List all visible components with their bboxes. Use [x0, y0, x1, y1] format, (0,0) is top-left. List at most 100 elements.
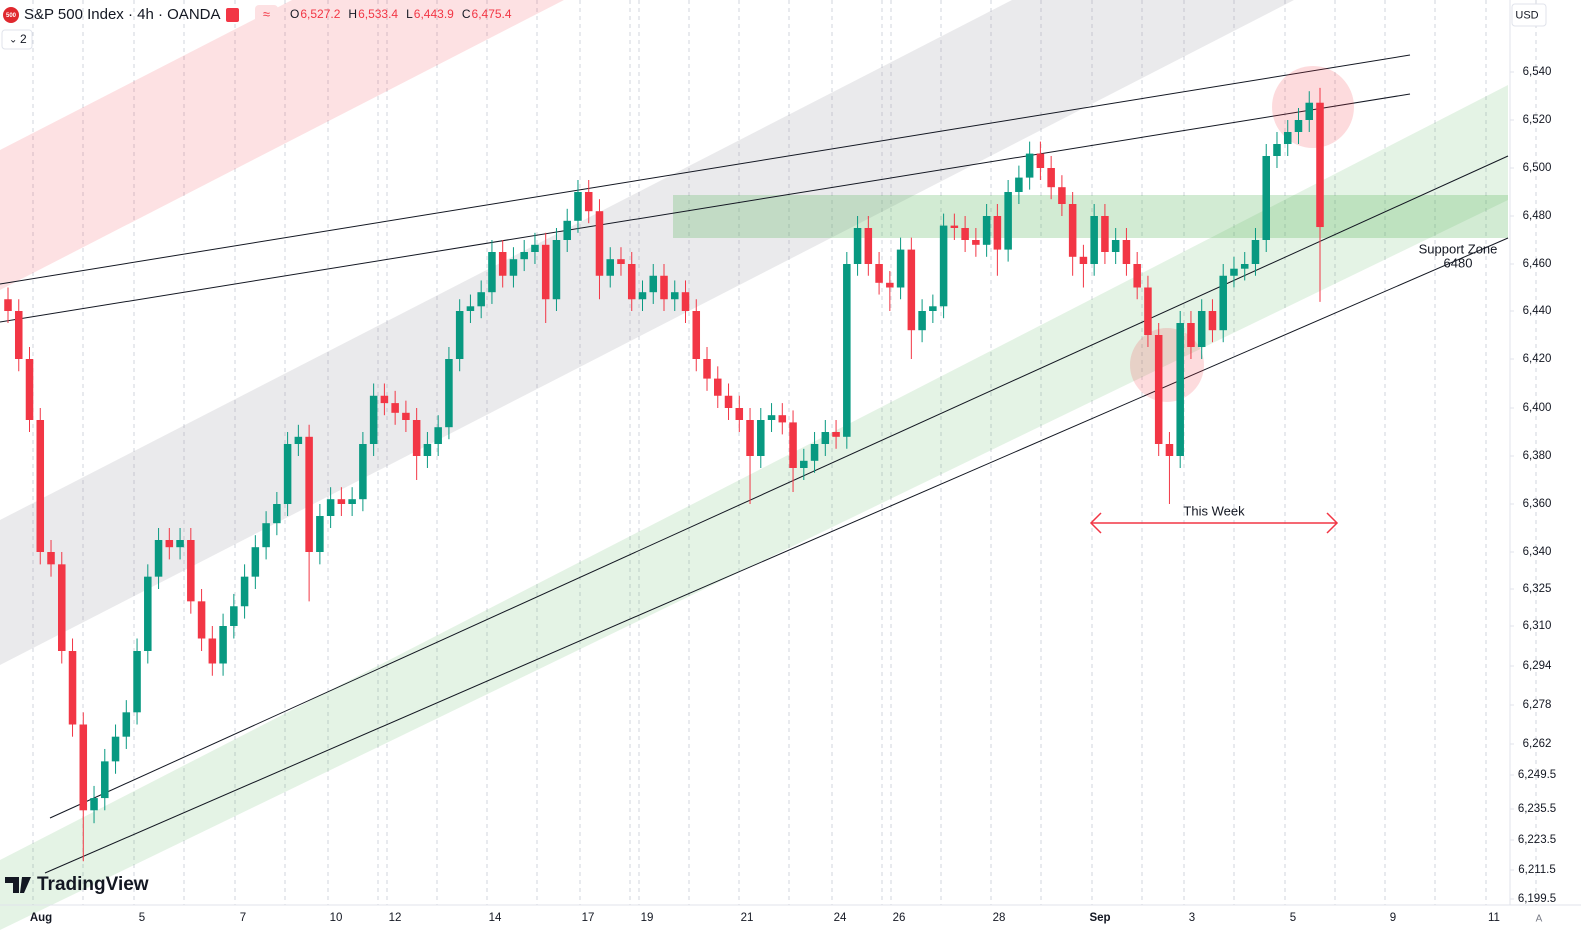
trend-line	[0, 93, 1411, 323]
y-tick-label: 6,199.5	[1518, 893, 1556, 905]
y-tick-label: 6,340	[1523, 546, 1552, 558]
x-tick-label: 10	[330, 912, 343, 924]
flag-icon[interactable]	[226, 8, 239, 22]
candle-body	[477, 292, 485, 307]
candle-body	[165, 540, 174, 548]
candle-body	[563, 220, 571, 240]
candle-body	[1025, 153, 1034, 178]
candle-body	[1079, 256, 1088, 264]
candle-body	[670, 292, 679, 300]
arrow-head	[1326, 512, 1339, 534]
candle-body	[982, 216, 991, 245]
candle-body	[144, 576, 152, 651]
candle-body	[423, 444, 432, 456]
y-tick-label: 6,294	[1523, 660, 1552, 672]
ohlc-value: 6,533.4	[358, 7, 398, 21]
candle-body	[90, 798, 98, 811]
candle-body	[541, 244, 550, 300]
candle-body	[412, 420, 421, 456]
candle-body	[1197, 311, 1206, 347]
y-tick-label: 6,540	[1523, 66, 1552, 78]
candle-body	[1111, 240, 1120, 252]
candle-body	[1101, 216, 1109, 252]
candle-body	[1187, 323, 1195, 347]
y-tick-label: 6,262	[1523, 738, 1552, 750]
x-tick-label: 11	[1488, 912, 1500, 924]
candle-body	[660, 275, 668, 300]
candle-body	[853, 228, 862, 264]
x-tick-label: 14	[489, 912, 502, 924]
candle-body	[939, 225, 948, 307]
candle-body	[649, 275, 658, 293]
logo: TradingView	[5, 874, 149, 895]
candle-body	[402, 412, 410, 420]
candle-body	[767, 415, 776, 420]
candle-body	[875, 264, 883, 283]
candle-body	[810, 444, 819, 461]
candle-body	[1305, 102, 1314, 120]
candle-body	[47, 552, 55, 565]
y-tick-label: 6,235.5	[1518, 803, 1556, 815]
x-tick-label: Aug	[30, 912, 52, 924]
ohlc-key: L	[406, 7, 413, 21]
range-arrow	[1089, 512, 1339, 534]
y-tick-label: 6,211.5	[1518, 864, 1556, 876]
candle-body	[1122, 240, 1131, 264]
candle-body	[1004, 192, 1012, 250]
auto-scale-button[interactable]: A	[1536, 914, 1543, 925]
candle-body	[219, 626, 227, 664]
candle-body	[746, 420, 754, 456]
candle-body	[1251, 240, 1260, 264]
symbol-badge[interactable]	[3, 7, 19, 23]
candle-body	[1294, 120, 1303, 132]
zone-level: 6480	[1444, 255, 1473, 270]
candle-body	[627, 264, 636, 300]
trend-line	[0, 54, 1411, 285]
candle-body	[25, 359, 34, 420]
candle-body	[326, 499, 335, 516]
candle-body	[305, 436, 313, 552]
candle-body	[1133, 264, 1141, 288]
y-tick-label: 6,420	[1523, 353, 1552, 365]
candle-body	[262, 523, 270, 548]
indicator-icon: ≈	[263, 6, 270, 21]
candle-body	[176, 540, 184, 548]
candle-body	[584, 192, 593, 212]
x-tick-label: 9	[1390, 912, 1396, 924]
candle-body	[1144, 287, 1152, 335]
x-tick-label: 5	[139, 912, 145, 924]
candle-body	[1240, 264, 1249, 269]
pane-count: 2	[20, 32, 27, 46]
candle-body	[359, 444, 367, 500]
x-tick-label: 12	[389, 912, 402, 924]
candle-body	[1208, 311, 1217, 331]
candle-body	[337, 499, 346, 504]
indicator-button[interactable]	[255, 5, 278, 25]
candle-body	[283, 444, 292, 504]
candle-body	[606, 259, 614, 276]
chart-title[interactable]: S&P 500 Index · 4h · OANDA	[24, 6, 221, 23]
y-tick-label: 6,360	[1523, 498, 1552, 510]
grey-channel	[0, 0, 1294, 665]
candle-body	[455, 311, 464, 359]
candle-body	[929, 306, 937, 311]
candle-body	[369, 395, 378, 444]
y-tick-label: 6,310	[1523, 620, 1552, 632]
candle-body	[638, 292, 647, 300]
candle-body	[617, 259, 625, 264]
candle-body	[101, 761, 109, 799]
green-channel	[0, 85, 1508, 930]
candle-body	[466, 306, 475, 311]
candle-body	[552, 240, 561, 300]
candle-body	[133, 651, 141, 713]
currency-button[interactable]	[1511, 3, 1547, 27]
candle-body	[58, 564, 66, 651]
candle-body	[1230, 268, 1238, 276]
candle-body	[843, 264, 851, 437]
pane-toggle[interactable]	[1, 29, 33, 50]
candle-body	[864, 228, 873, 264]
candle-body	[1090, 216, 1098, 264]
x-tick-label: 26	[893, 912, 906, 924]
x-tick-label: 24	[834, 912, 847, 924]
candle-body	[907, 249, 916, 331]
